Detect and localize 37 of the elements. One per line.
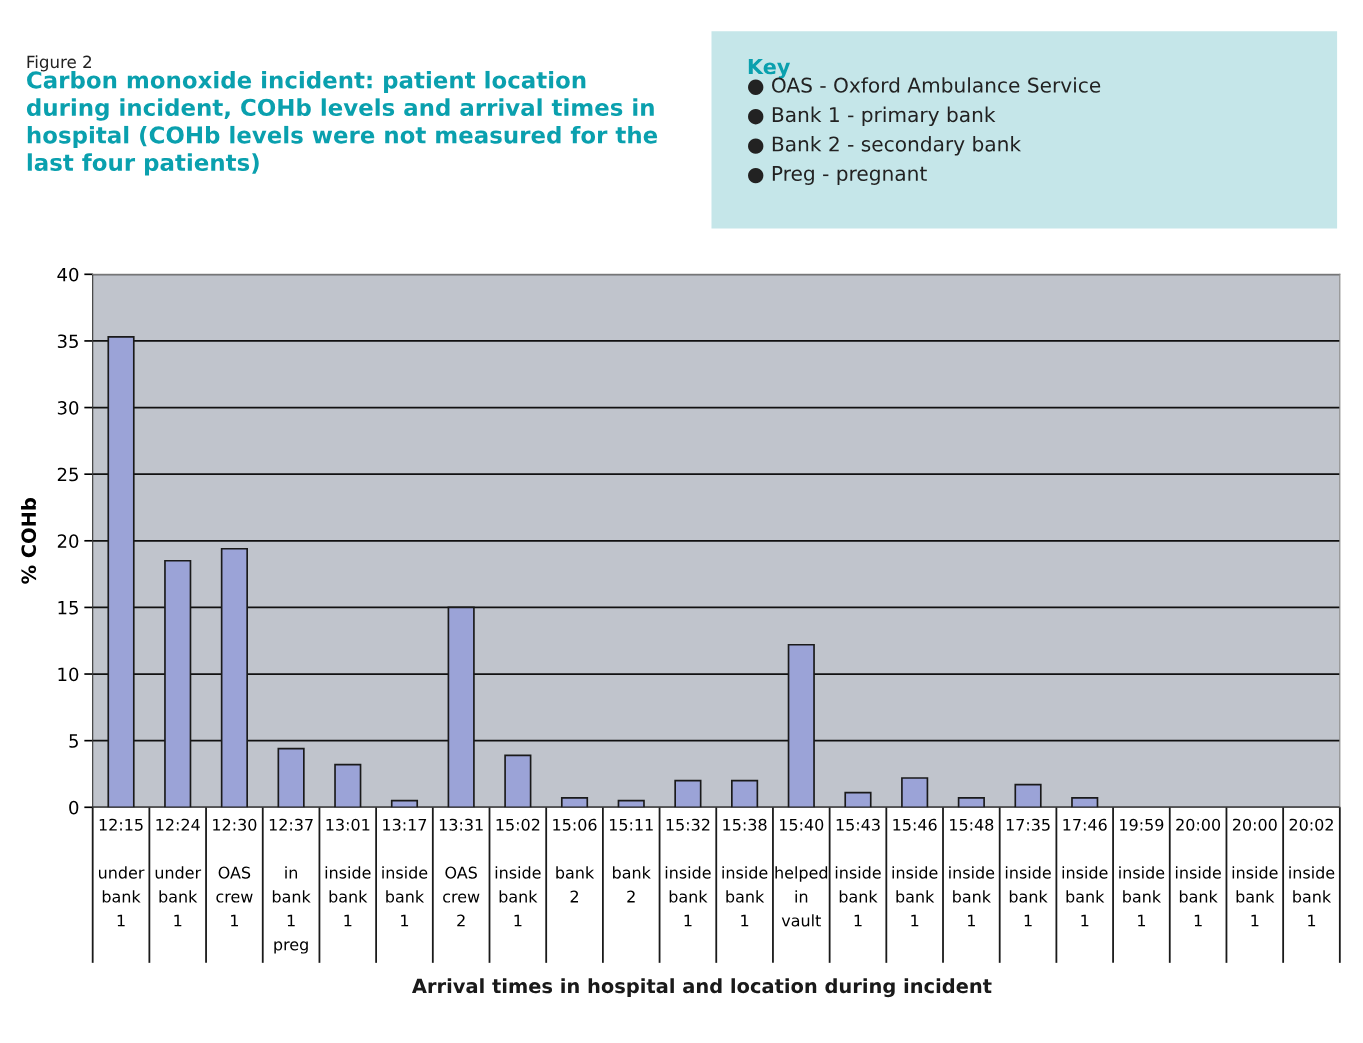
category-label: 20:02 inside bank 1 [1289, 818, 1335, 927]
text: Arrival times in hospital and location during incident [411, 978, 992, 998]
category-label: 15:32 inside bank 1 [665, 818, 711, 927]
category-label: 13:31 OAS crew 2 [439, 818, 483, 927]
category-label: 15:46 inside bank 1 [892, 818, 938, 927]
category-label: 19:59 inside bank 1 [1119, 818, 1165, 927]
chart-title: Carbon monoxide incident: patient location during incident, COHb levels and arrival times in hospital (COHb levels were not measured for the last four patients) [26, 70, 658, 176]
y-tick-label: 30 [57, 401, 79, 415]
y-tick-label: 25 [57, 467, 78, 482]
text: Key [748, 58, 791, 79]
category-label: 15:06 bank 2 [553, 818, 597, 903]
y-tick-label: 20 [57, 534, 79, 548]
y-axis-title: % COHb [21, 498, 37, 584]
y-tick-label: 10 [58, 667, 79, 682]
category-label: 12:24 under bank 1 [155, 818, 202, 927]
category-label: 13:17 inside bank 1 [382, 818, 428, 927]
category-label: 12:30 OAS crew 1 [213, 818, 257, 927]
category-label: 20:00 inside bank 1 [1175, 818, 1221, 927]
category-label: 15:38 inside bank 1 [722, 818, 768, 927]
category-label: 12:15 under bank 1 [99, 818, 145, 927]
category-label: 15:02 inside bank 1 [495, 818, 541, 927]
category-label: 15:48 inside bank 1 [949, 818, 995, 927]
text: ● OAS - Oxford Ambulance Service ● Bank 1 - primary bank ● Bank 2 - secondary bank ● Preg - pregnant [748, 77, 1101, 185]
category-label: 17:46 inside bank 1 [1062, 818, 1108, 927]
y-tick-label: 0 [69, 800, 79, 815]
y-tick-label: 15 [58, 601, 78, 615]
category-label: 15:11 bank 2 [609, 818, 653, 903]
category-label: 17:35 inside bank 1 [1005, 818, 1051, 927]
category-label: 15:43 inside bank 1 [835, 818, 881, 927]
category-label: 13:01 inside bank 1 [325, 818, 371, 927]
category-label: 15:40 helped in vault [775, 818, 828, 927]
y-tick-label: 40 [57, 267, 79, 282]
category-label: 12:37 in bank 1 preg [269, 818, 313, 954]
y-tick-label: 35 [57, 334, 78, 349]
y-tick-label: 5 [69, 734, 78, 748]
category-label: 20:00 inside bank 1 [1232, 818, 1278, 927]
caption: Figure 2 [27, 55, 92, 72]
